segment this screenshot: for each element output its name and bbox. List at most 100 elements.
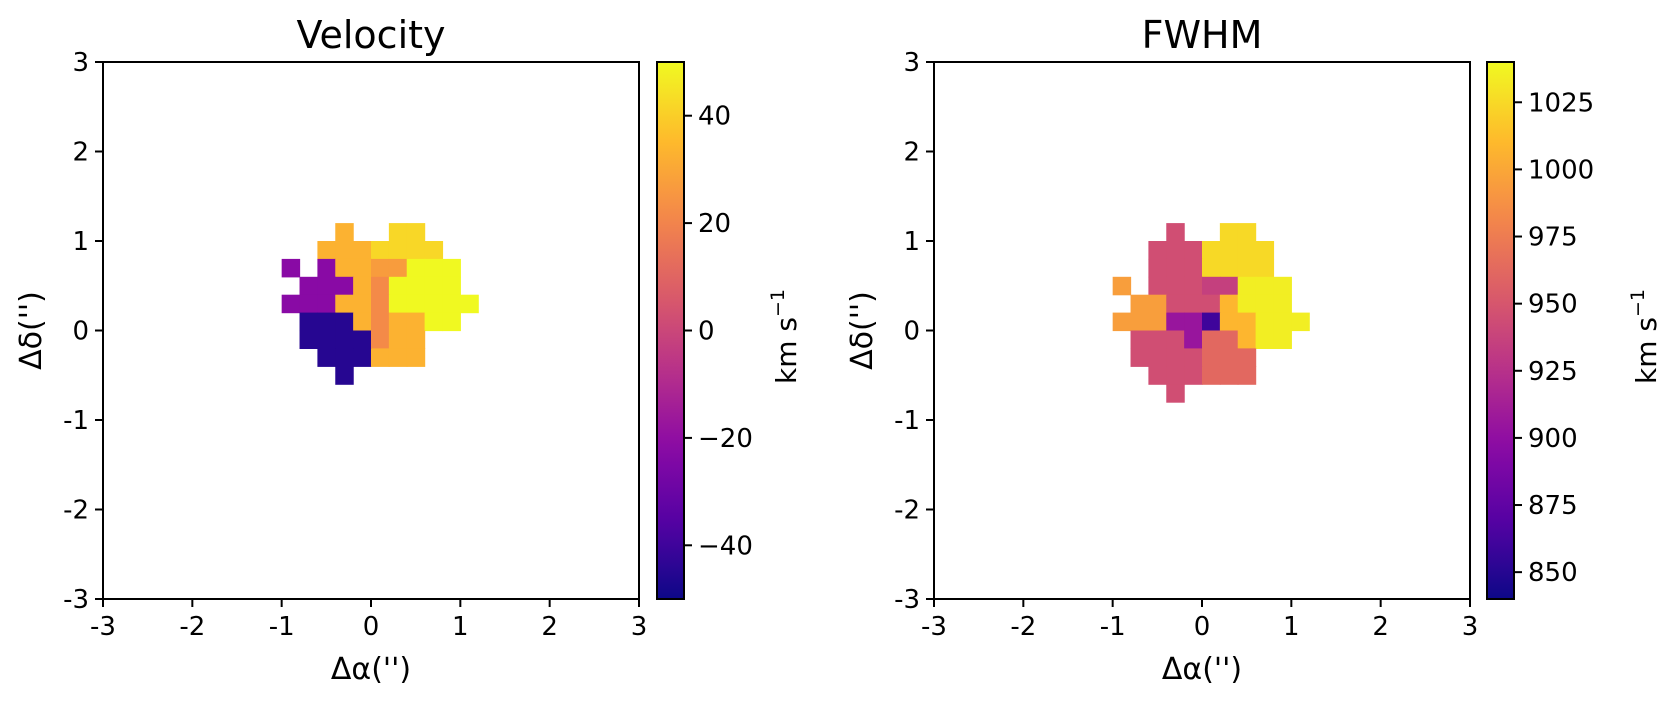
heatmap-cell [317,258,336,278]
colorbar-frame [1486,61,1515,600]
x-tick-label: 0 [363,612,380,642]
heatmap-cell [317,312,336,332]
heatmap-cell [1184,258,1203,278]
heatmap-cell [1219,223,1239,242]
heatmap-cell [1219,276,1239,296]
heatmap-cell [1130,294,1149,314]
heatmap-cell [1148,312,1167,332]
heatmap-cell [1184,241,1203,260]
heatmap-cell [1130,348,1149,367]
heatmap-cell [1219,258,1239,278]
colorbar-label: km s−1 [767,289,803,384]
heatmap-cells [281,223,479,385]
x-axis-label: Δα('') [331,652,411,687]
heatmap-cell [388,276,408,296]
x-tick-label: 3 [1462,612,1479,642]
x-tick-label: -3 [90,612,116,642]
heatmap-cell [406,348,426,367]
heatmap-cell [1202,312,1221,332]
heatmap-cell [1273,276,1292,296]
heatmap-cell [1237,294,1257,314]
colorbar-tick-label: −20 [698,424,753,454]
heatmap-cell [371,258,390,278]
heatmap-cell [1202,330,1221,349]
heatmap-cell [1202,241,1221,260]
heatmap-cell [1166,312,1185,332]
x-tick-label: -1 [269,612,295,642]
heatmap-cell [1184,366,1203,385]
heatmap-cell [1202,276,1221,296]
colorbar-tick-label: −40 [698,531,753,561]
colorbar [657,62,684,599]
heatmap-cell [1166,348,1185,367]
heatmap-cell [353,241,372,260]
heatmap-cell [1148,330,1167,349]
heatmap-cell [388,223,408,242]
heatmap-cell [388,330,408,349]
heatmap-cell [442,258,461,278]
heatmap-cell [1112,276,1132,296]
colorbar-tick-label: 0 [698,317,715,347]
heatmap-cell [317,241,336,260]
heatmap-cell [1202,348,1221,367]
heatmap-cell [371,348,390,367]
heatmap-cell [299,294,318,314]
heatmap-cell [335,348,354,367]
heatmap-cell [335,223,354,242]
heatmap-cell [406,294,426,314]
heatmap-cell [353,348,372,367]
colorbar-tick-label: 1000 [1528,155,1594,185]
heatmap-cell [1166,366,1185,385]
heatmap-cell [1166,294,1185,314]
heatmap-cell [1112,312,1132,332]
heatmap-cell [1148,276,1167,296]
y-tick-label: 2 [72,138,89,168]
heatmap-cell [1166,241,1185,260]
colorbar-tick-label: 20 [698,209,731,239]
heatmap-cell [1219,330,1239,349]
colorbar-tick-label: 875 [1528,491,1578,521]
heatmap-cell [1237,348,1257,367]
heatmap-cell [406,241,426,260]
heatmap-cell [335,312,354,332]
heatmap-cell [317,330,336,349]
heatmap-cell [371,294,390,314]
heatmap-cell [406,330,426,349]
chart-panel-2: -3 -2 -1 0 1 2 3 -3 -2 -1 0 1 2 3 FWHM Δα('') Δδ('') 850 8… [845,13,1661,687]
heatmap-cell [406,223,426,242]
heatmap-cell [299,276,318,296]
heatmap-cell [388,294,408,314]
y-tick-label: -1 [63,406,89,436]
heatmap-cell [371,312,390,332]
heatmap-cell [1255,276,1275,296]
chart-title: Velocity [296,13,445,57]
heatmap-cell [1166,330,1185,349]
heatmap-cell [388,258,408,278]
y-tick-label: 1 [72,227,89,257]
heatmap-cell [460,294,479,314]
heatmap-cell [1255,312,1275,332]
heatmap-cell [424,276,444,296]
y-axis-label: Δδ('') [845,291,880,370]
heatmap-cell [1219,294,1239,314]
heatmap-cell [424,258,444,278]
colorbar-label-unit: km s [770,317,803,384]
heatmap-cell [1202,258,1221,278]
x-tick-label: 2 [1372,612,1389,642]
heatmap-cell [353,294,372,314]
heatmap-cell [1148,366,1167,385]
heatmap-cell [1166,258,1185,278]
heatmap-cell [1166,223,1185,242]
x-axis-label: Δα('') [1162,652,1242,687]
heatmap-cell [353,258,372,278]
heatmap-cell [1219,241,1239,260]
heatmap-cell [1255,330,1275,349]
y-tick-label: -1 [894,406,920,436]
heatmap-cell [1184,294,1203,314]
heatmap-cell [299,330,318,349]
heatmap-cell [1202,366,1221,385]
heatmap-cell [1184,312,1203,332]
heatmap-cell [388,312,408,332]
x-tick-label: 0 [1194,612,1211,642]
heatmap-cell [1237,223,1257,242]
